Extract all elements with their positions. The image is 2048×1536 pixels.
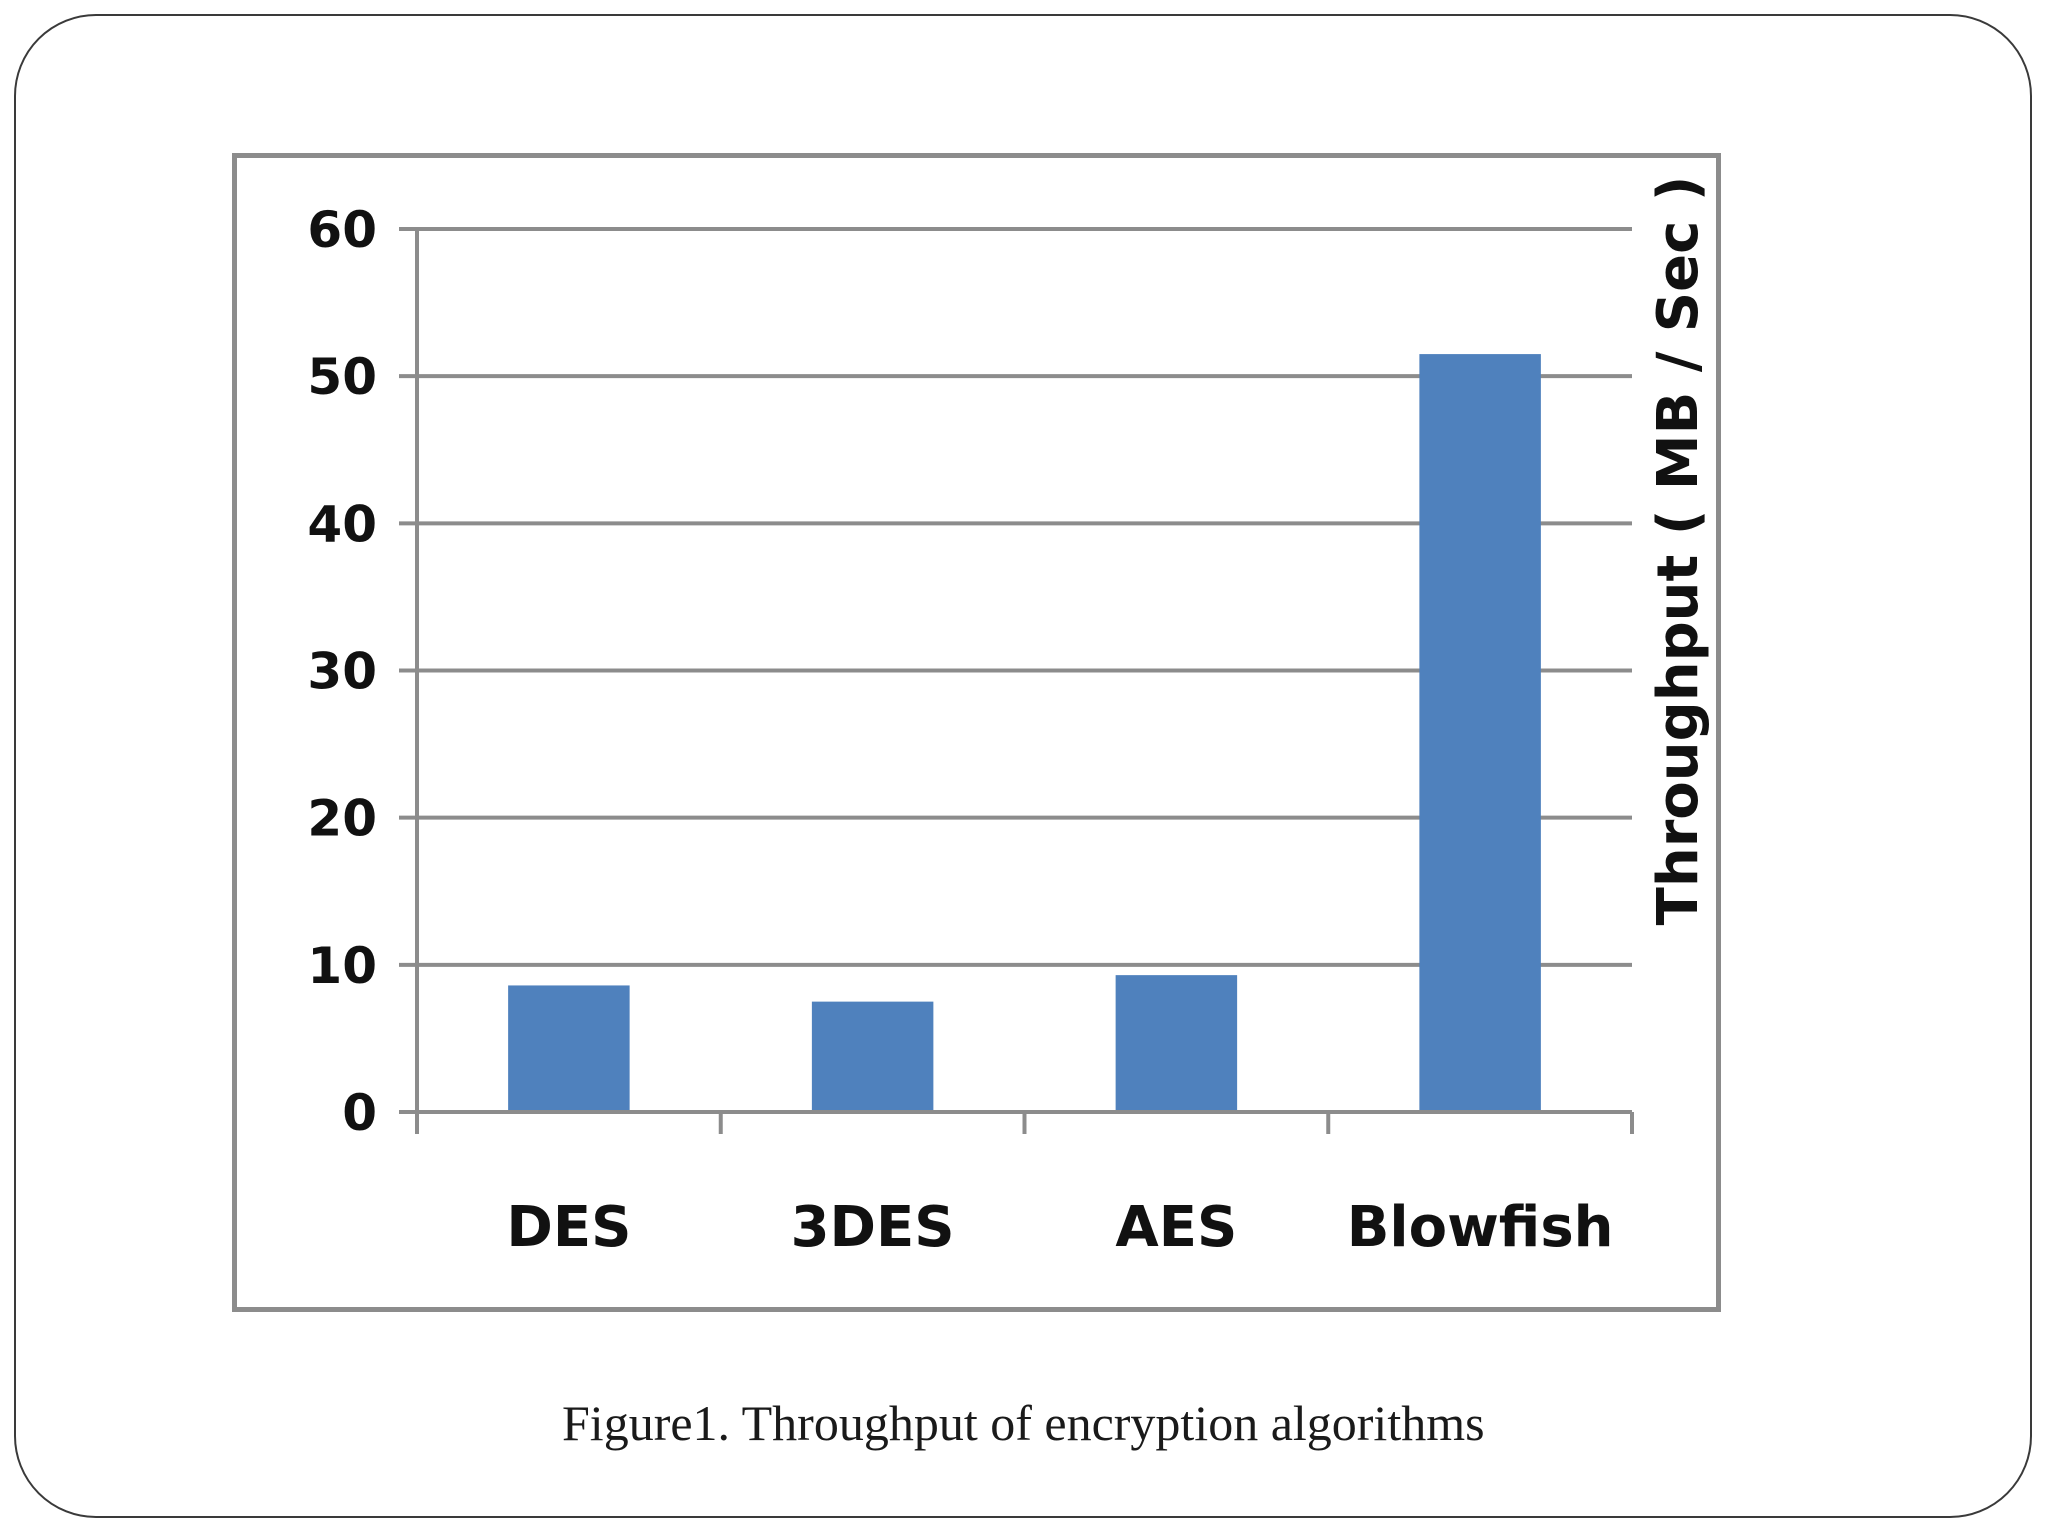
chart-frame: 0 10 20 30 40 50 60 DES 3DES AES Blowfish Through…: [232, 153, 1721, 1312]
axes: [399, 227, 1634, 1134]
bar-des: [508, 985, 630, 1112]
y-tick-label-50: 50: [307, 348, 377, 406]
bar-aes: [1115, 975, 1238, 1112]
y-tick-label-60: 60: [307, 201, 377, 259]
y-axis-title: Throughput ( MB / Sec ): [1646, 176, 1711, 926]
slide-frame: 0 10 20 30 40 50 60 DES 3DES AES Blowfish Through…: [14, 14, 2032, 1518]
y-tick-label-0: 0: [342, 1084, 377, 1142]
x-category-label-3des: 3DES: [791, 1195, 955, 1260]
y-tick-labels: 0 10 20 30 40 50 60: [307, 201, 377, 1142]
x-category-label-des: DES: [506, 1195, 631, 1260]
bar-3des: [811, 1001, 934, 1112]
bar-chart: 0 10 20 30 40 50 60 DES 3DES AES Blowfish Through…: [307, 176, 1711, 1260]
bar-blowfish: [1419, 354, 1541, 1112]
y-tick-label-10: 10: [307, 937, 377, 995]
bars: [508, 354, 1541, 1112]
x-category-label-aes: AES: [1115, 1195, 1237, 1260]
y-tick-label-40: 40: [307, 495, 377, 553]
x-category-labels: DES 3DES AES Blowfish: [506, 1195, 1613, 1260]
x-category-label-blowfish: Blowfish: [1347, 1195, 1614, 1260]
y-tick-label-20: 20: [307, 790, 377, 848]
gridlines: [417, 227, 1632, 1114]
figure-caption: Figure1. Throughput of encryption algori…: [562, 1395, 1485, 1451]
y-tick-label-30: 30: [307, 643, 377, 701]
